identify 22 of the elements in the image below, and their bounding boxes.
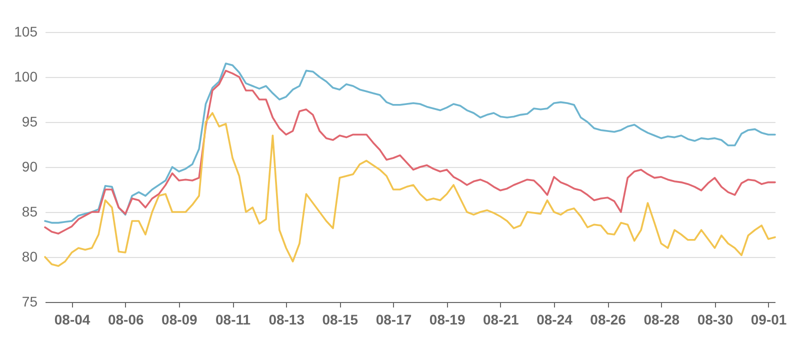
x-tick-label: 08-09: [162, 312, 198, 328]
x-tick-label: 08-26: [590, 312, 626, 328]
x-tick-label: 08-13: [268, 312, 305, 328]
x-tick-label: 08-17: [376, 312, 412, 328]
y-tick-label: 85: [22, 204, 38, 220]
y-tick-label: 90: [22, 158, 38, 174]
x-tick-label: 08-15: [322, 312, 358, 328]
line-series: [44, 112, 776, 267]
x-tick-label: 08-21: [483, 312, 520, 328]
x-tick-label: 08-11: [216, 312, 251, 328]
y-tick-label: 75: [22, 294, 38, 310]
x-tick-label: 08-24: [536, 312, 573, 328]
x-tick-label: 08-28: [644, 312, 680, 328]
y-tick-label: 95: [22, 114, 38, 130]
y-tick-label: 80: [22, 248, 38, 264]
y-tick-label: 105: [14, 24, 38, 40]
x-tick-label: 09-01: [750, 312, 787, 328]
x-tick-label: 08-19: [429, 312, 466, 328]
x-tick-label: 08-04: [54, 312, 90, 328]
y-tick-label: 100: [14, 68, 38, 84]
x-tick-label: 08-30: [697, 312, 734, 328]
x-tick-label: 08-06: [108, 312, 144, 328]
